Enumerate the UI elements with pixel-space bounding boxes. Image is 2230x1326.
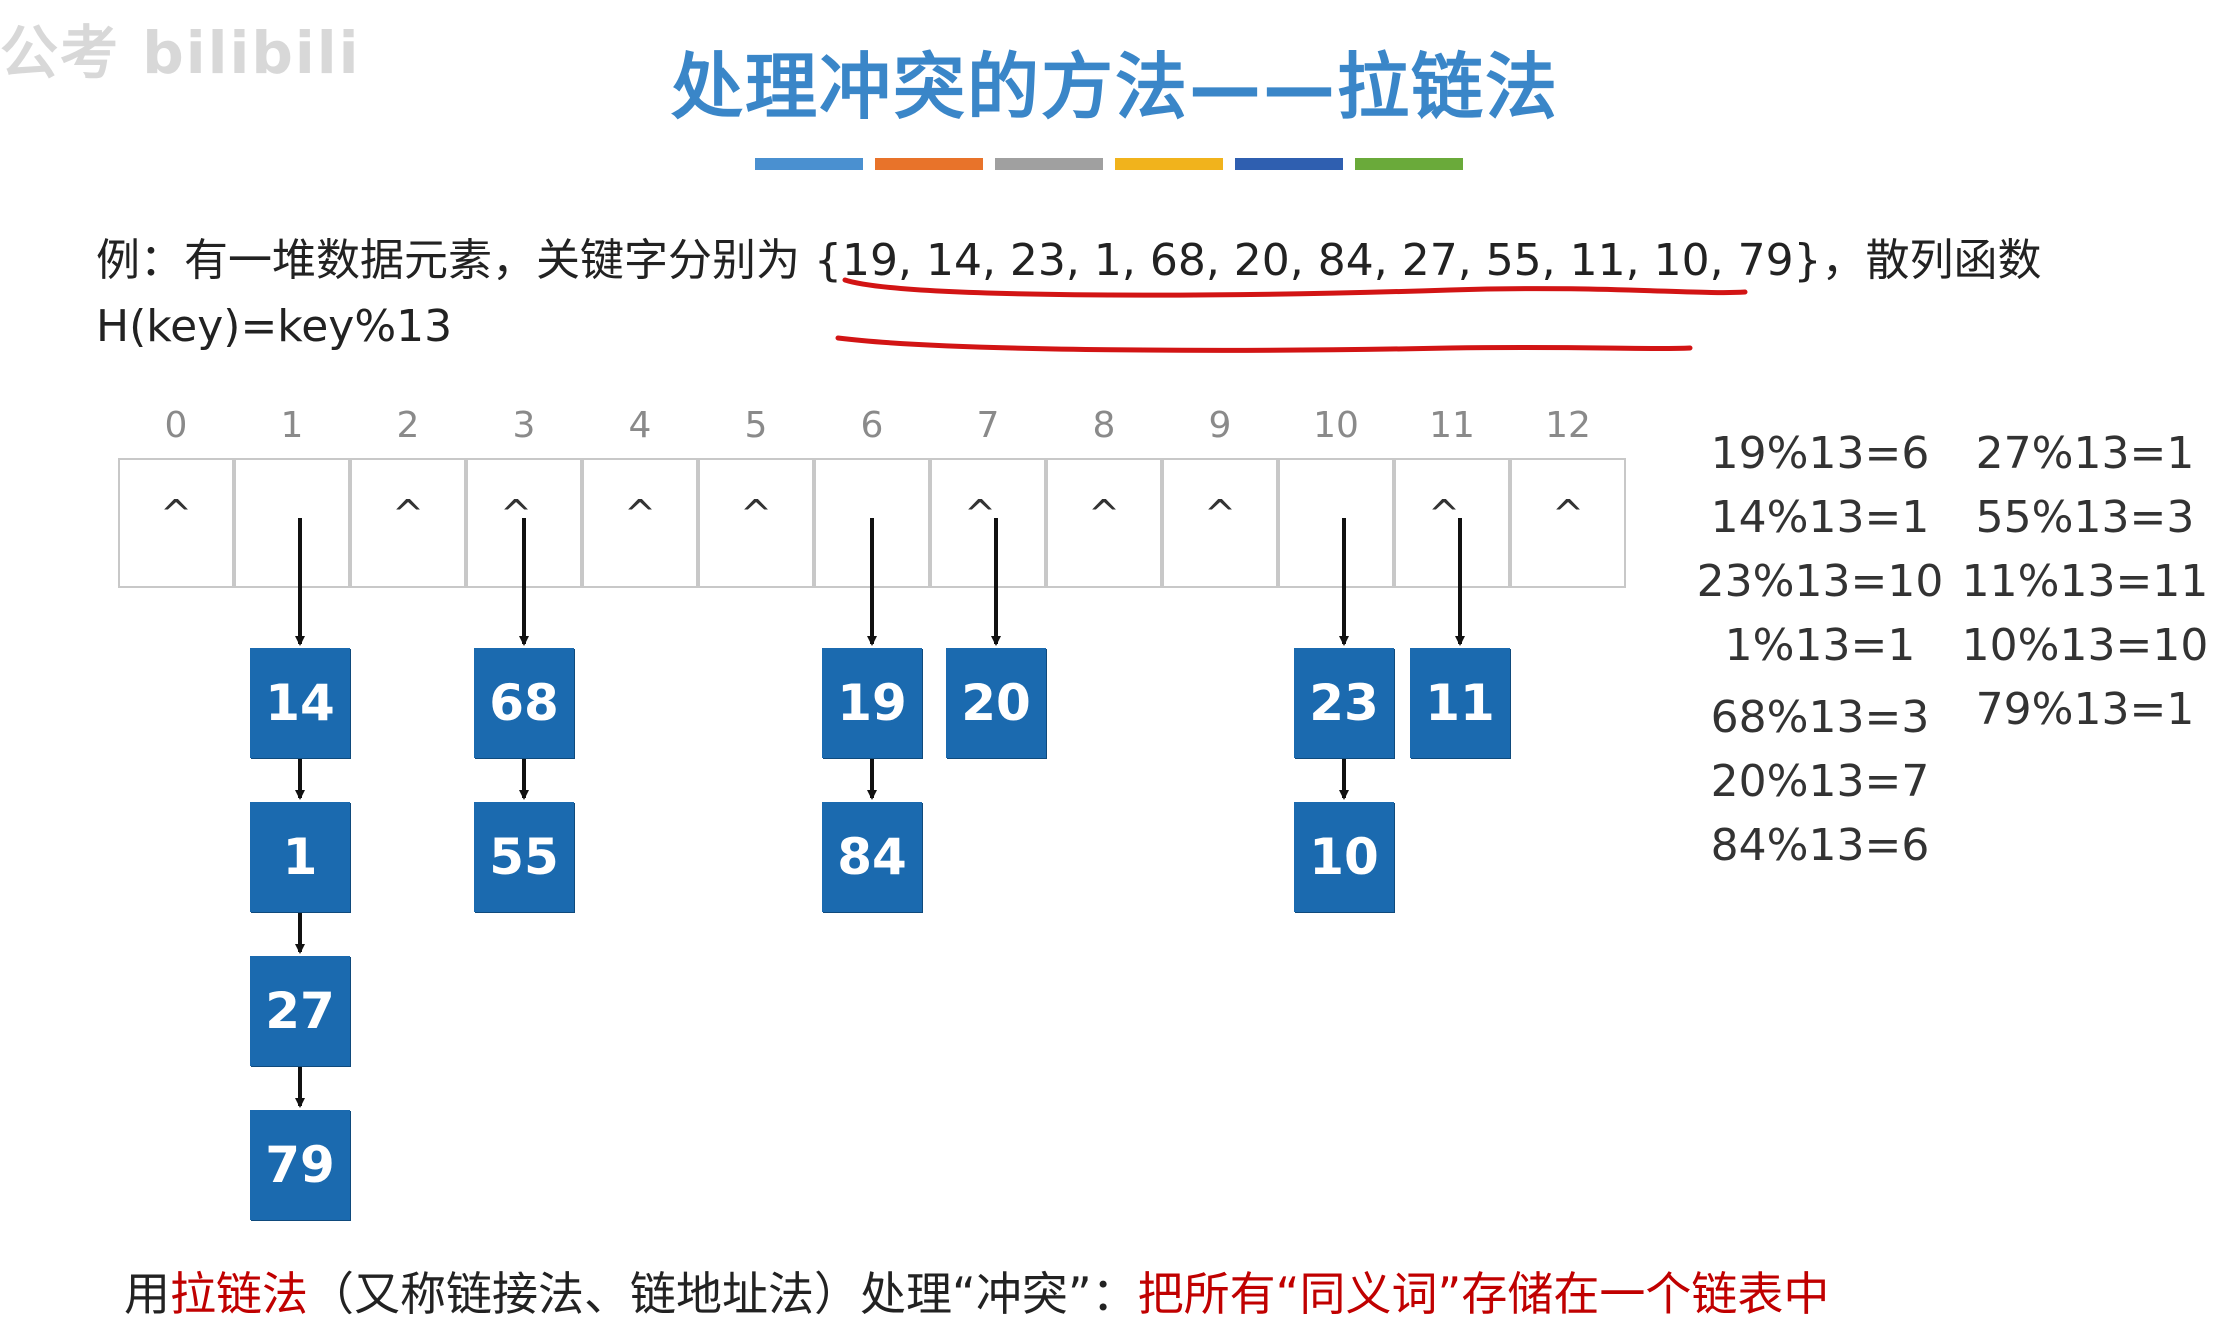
calc-left-1: 14%13=1 bbox=[1710, 492, 1930, 543]
calc-right-1: 55%13=3 bbox=[1975, 492, 2195, 543]
calc-left-0: 19%13=6 bbox=[1710, 428, 1930, 479]
calc-left-6: 84%13=6 bbox=[1710, 820, 1930, 871]
calc-left-2: 23%13=10 bbox=[1696, 556, 1944, 607]
footer-conclusion: 把所有“同义词”存储在一个链表中 bbox=[1137, 1267, 1830, 1321]
watermark: 公考 bilibili bbox=[0, 19, 361, 87]
chain-node-23: 23 bbox=[1294, 648, 1394, 758]
slot-index-1: 1 bbox=[280, 405, 304, 446]
null-pointer-mark-0: ^ bbox=[160, 492, 192, 536]
null-pointer-mark-3: ^ bbox=[500, 492, 532, 536]
table-slot-11 bbox=[1394, 458, 1510, 588]
table-slot-0 bbox=[118, 458, 234, 588]
slot-index-5: 5 bbox=[744, 405, 768, 446]
table-slot-5 bbox=[698, 458, 814, 588]
calc-left-5: 20%13=7 bbox=[1710, 756, 1930, 807]
chain-node-1: 1 bbox=[250, 802, 350, 912]
chain-node-55: 55 bbox=[474, 802, 574, 912]
null-pointer-mark-9: ^ bbox=[1204, 492, 1236, 536]
chain-node-14: 14 bbox=[250, 648, 350, 758]
table-slot-10 bbox=[1278, 458, 1394, 588]
null-pointer-mark-4: ^ bbox=[624, 492, 656, 536]
color-bar-5 bbox=[1235, 158, 1343, 170]
key-set: {19, 14, 23, 1, 68, 20, 84, 27, 55, 11, … bbox=[814, 235, 1822, 286]
color-bar-4 bbox=[1115, 158, 1223, 170]
null-pointer-mark-5: ^ bbox=[740, 492, 772, 536]
calc-left-3: 1%13=1 bbox=[1724, 620, 1916, 671]
slot-index-12: 12 bbox=[1545, 405, 1591, 446]
chain-node-11: 11 bbox=[1410, 648, 1510, 758]
chain-node-84: 84 bbox=[822, 802, 922, 912]
problem-suffix: ，散列函数 bbox=[1821, 235, 2042, 286]
problem-statement: 例：有一堆数据元素，关键字分别为 {19, 14, 23, 1, 68, 20,… bbox=[96, 228, 2042, 360]
chain-node-19: 19 bbox=[822, 648, 922, 758]
table-slot-1 bbox=[234, 458, 350, 588]
footer-note: 用拉链法（又称链接法、链地址法）处理“冲突”：把所有“同义词”存储在一个链表中 bbox=[124, 1258, 1829, 1324]
slot-index-7: 7 bbox=[976, 405, 1000, 446]
slot-index-4: 4 bbox=[628, 405, 652, 446]
calc-right-2: 11%13=11 bbox=[1961, 556, 2209, 607]
null-pointer-mark-11: ^ bbox=[1428, 492, 1460, 536]
footer-part-1: 用 bbox=[124, 1267, 170, 1321]
calc-right-0: 27%13=1 bbox=[1975, 428, 2195, 479]
null-pointer-mark-12: ^ bbox=[1552, 492, 1584, 536]
table-slot-9 bbox=[1162, 458, 1278, 588]
chain-node-10: 10 bbox=[1294, 802, 1394, 912]
slot-index-11: 11 bbox=[1429, 405, 1475, 446]
slot-index-10: 10 bbox=[1313, 405, 1359, 446]
footer-part-3: （又称链接法、链地址法）处理“冲突”： bbox=[308, 1267, 1138, 1321]
hash-function: H(key)=key%13 bbox=[96, 301, 453, 352]
color-bar-1 bbox=[755, 158, 863, 170]
problem-prefix: 例：有一堆数据元素，关键字分别为 bbox=[96, 235, 800, 286]
slot-index-2: 2 bbox=[396, 405, 420, 446]
slot-index-3: 3 bbox=[512, 405, 536, 446]
problem-line-1: 例：有一堆数据元素，关键字分别为 {19, 14, 23, 1, 68, 20,… bbox=[96, 228, 2042, 294]
slot-index-6: 6 bbox=[860, 405, 884, 446]
calc-left-4: 68%13=3 bbox=[1710, 692, 1930, 743]
calc-right-3: 10%13=10 bbox=[1961, 620, 2209, 671]
table-slot-12 bbox=[1510, 458, 1626, 588]
table-slot-2 bbox=[350, 458, 466, 588]
table-slot-8 bbox=[1046, 458, 1162, 588]
color-bar-3 bbox=[995, 158, 1103, 170]
page-title: 处理冲突的方法——拉链法 bbox=[670, 45, 1559, 129]
chain-node-79: 79 bbox=[250, 1110, 350, 1220]
table-slot-7 bbox=[930, 458, 1046, 588]
chain-node-20: 20 bbox=[946, 648, 1046, 758]
color-bar-6 bbox=[1355, 158, 1463, 170]
chain-node-27: 27 bbox=[250, 956, 350, 1066]
slot-index-8: 8 bbox=[1092, 405, 1116, 446]
calc-right-4: 79%13=1 bbox=[1975, 684, 2195, 735]
slot-index-0: 0 bbox=[164, 405, 188, 446]
footer-method: 拉链法 bbox=[170, 1267, 308, 1321]
null-pointer-mark-8: ^ bbox=[1088, 492, 1120, 536]
color-bar-2 bbox=[875, 158, 983, 170]
null-pointer-mark-2: ^ bbox=[392, 492, 424, 536]
null-pointer-mark-7: ^ bbox=[964, 492, 996, 536]
chain-node-68: 68 bbox=[474, 648, 574, 758]
slot-index-9: 9 bbox=[1208, 405, 1232, 446]
table-slot-4 bbox=[582, 458, 698, 588]
